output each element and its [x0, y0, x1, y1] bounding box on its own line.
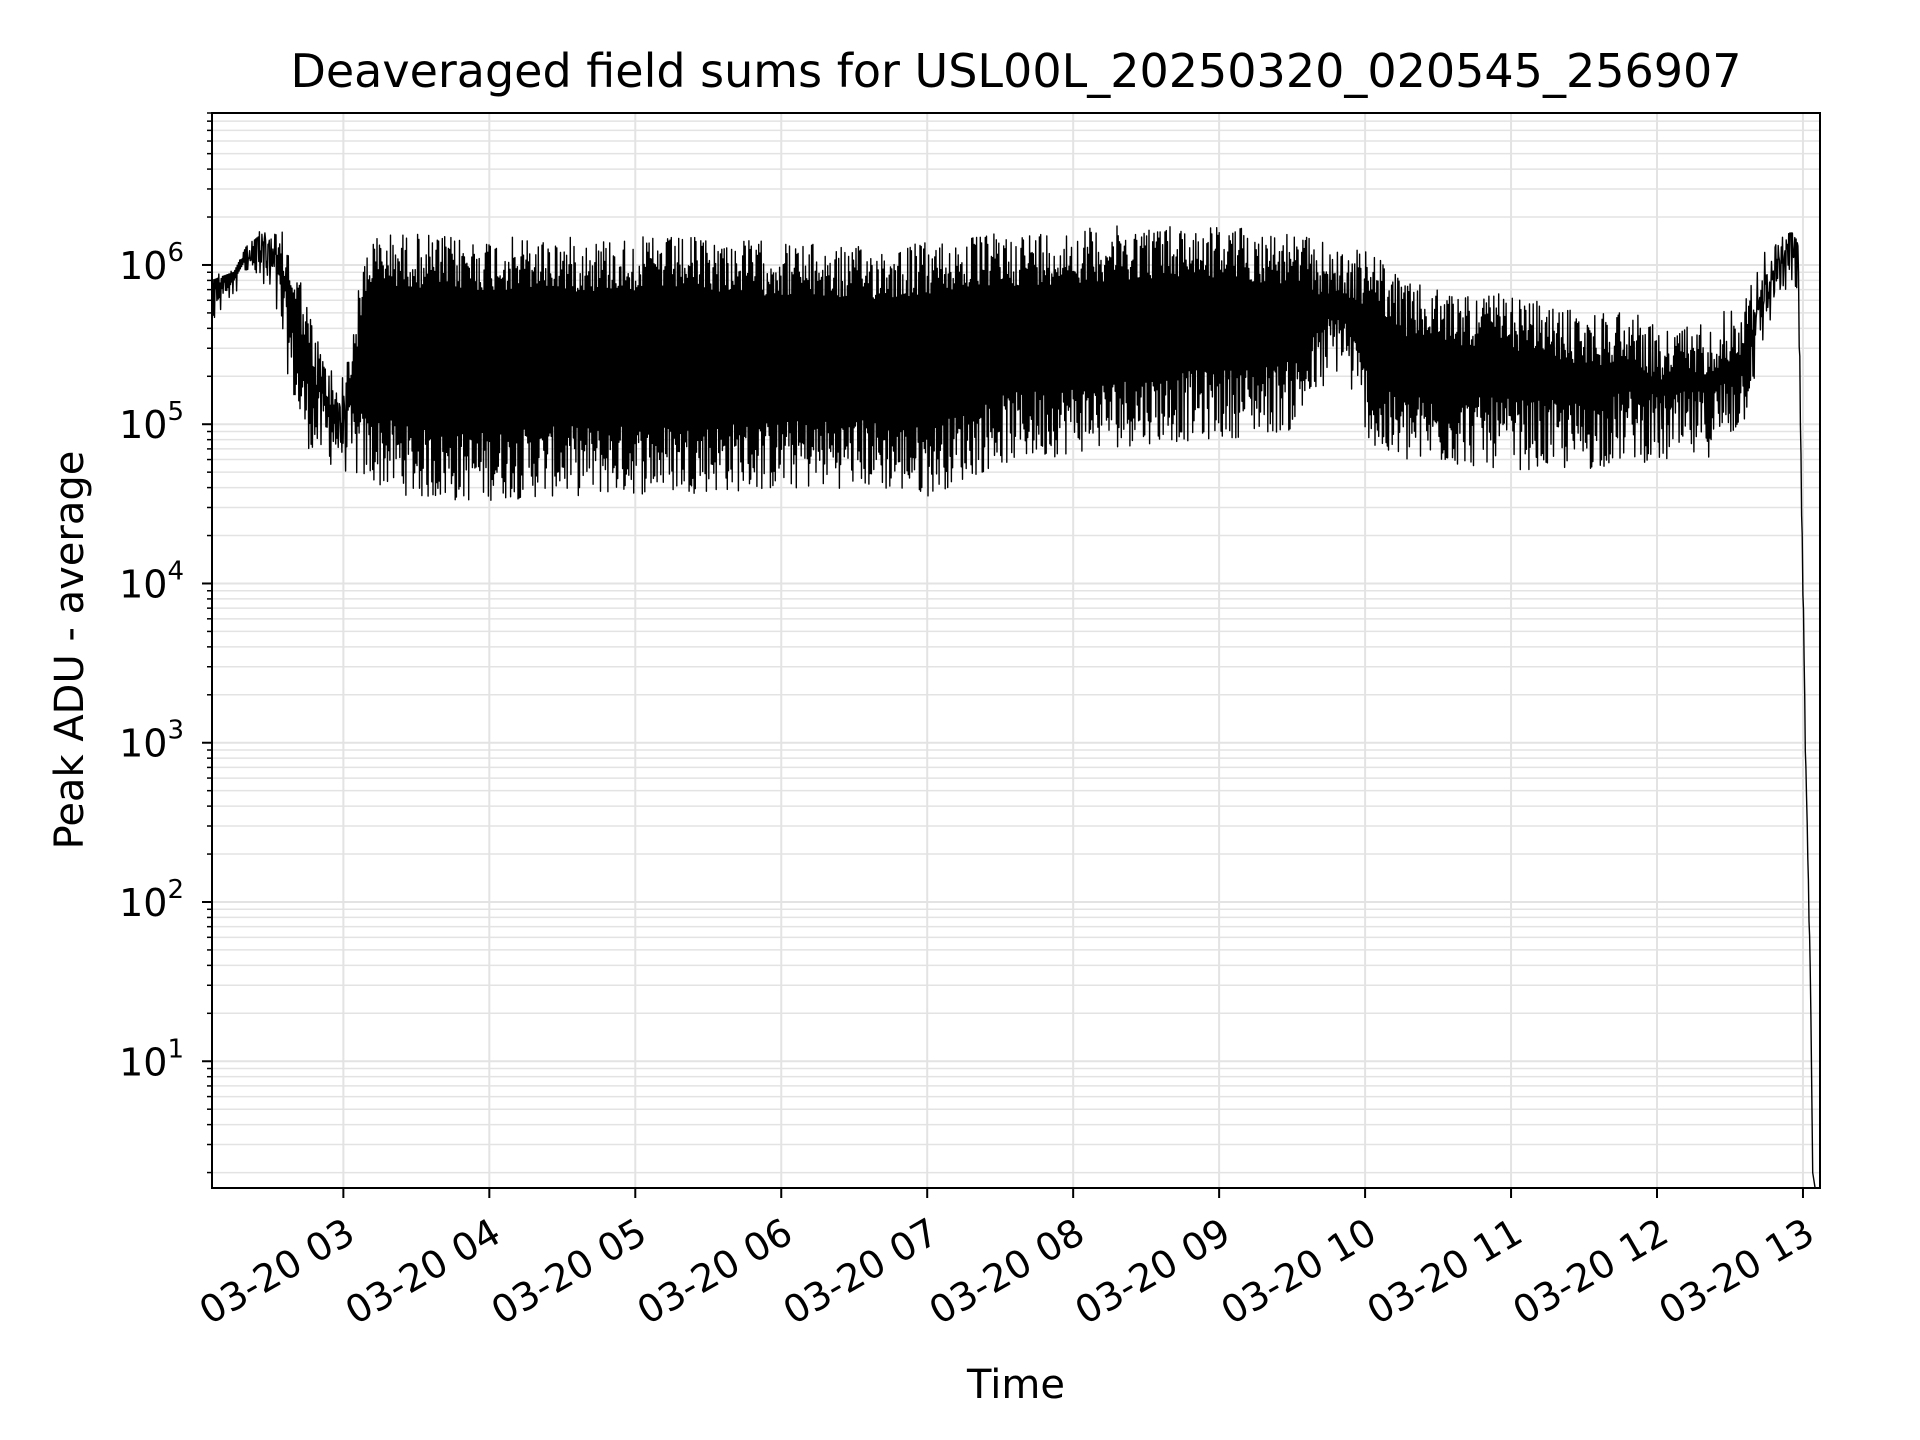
y-tick-exponent: 6 — [167, 238, 184, 268]
y-tick-exponent: 4 — [167, 556, 184, 586]
series-line — [211, 225, 1816, 1189]
x-tick-label: 03-20 08 — [922, 1210, 1092, 1334]
x-tick-label: 03-20 05 — [484, 1210, 654, 1334]
y-tick-label: 105 — [119, 397, 184, 447]
y-tick-exponent: 2 — [167, 875, 184, 905]
y-tick-exponent: 5 — [167, 397, 184, 427]
data-line — [211, 225, 1816, 1189]
y-tick-base: 10 — [119, 244, 167, 288]
y-axis-label: Peak ADU - average — [47, 451, 93, 850]
x-tick-label: 03-20 13 — [1652, 1210, 1822, 1334]
x-tick-label: 03-20 04 — [338, 1210, 508, 1334]
y-tick-base: 10 — [119, 562, 167, 606]
x-tick-label: 03-20 10 — [1214, 1210, 1384, 1334]
y-tick-exponent: 1 — [167, 1034, 184, 1064]
chart-title: Deaveraged field sums for USL00L_2025032… — [290, 44, 1741, 98]
x-tick-label: 03-20 06 — [630, 1210, 800, 1334]
y-tick-base: 10 — [119, 403, 167, 447]
y-tick-label: 101 — [119, 1034, 184, 1084]
y-tick-base: 10 — [119, 881, 167, 925]
y-tick-label: 102 — [119, 875, 184, 925]
plot-frame — [211, 112, 1821, 1189]
y-tick-label: 104 — [119, 556, 184, 606]
x-tick-label: 03-20 07 — [776, 1210, 946, 1334]
y-tick-label: 103 — [119, 716, 184, 766]
x-tick-label: 03-20 11 — [1360, 1210, 1530, 1334]
x-tick-label: 03-20 03 — [192, 1210, 362, 1334]
y-tick-exponent: 3 — [167, 716, 184, 746]
y-tick-base: 10 — [119, 1040, 167, 1084]
x-tick-label: 03-20 09 — [1068, 1210, 1238, 1334]
x-axis-label: Time — [966, 1362, 1065, 1408]
y-tick-label: 106 — [119, 238, 184, 288]
y-tick-base: 10 — [119, 722, 167, 766]
x-tick-label: 03-20 12 — [1506, 1210, 1676, 1334]
